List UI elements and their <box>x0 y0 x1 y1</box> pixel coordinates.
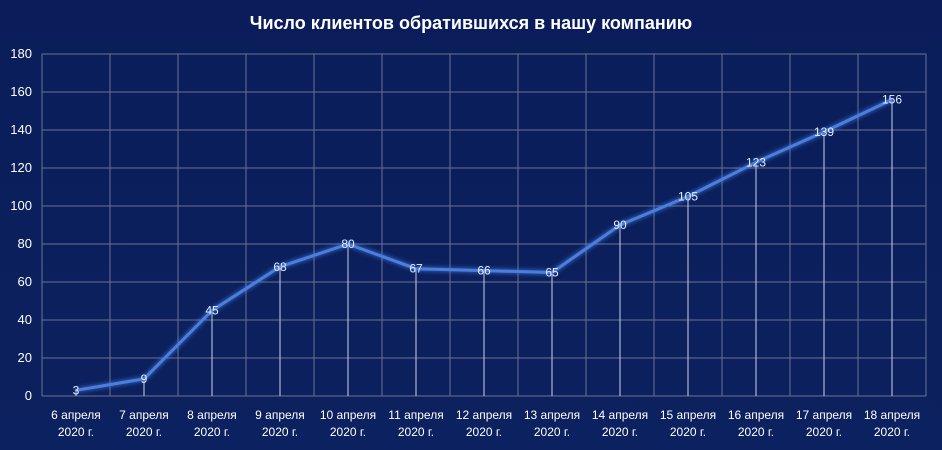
y-tick-label: 180 <box>10 46 32 61</box>
x-tick-label-line: 10 апреля <box>320 408 376 422</box>
x-tick-label-line: 2020 г. <box>58 425 94 439</box>
x-tick-label-line: 18 апреля <box>864 408 920 422</box>
x-tick-label-line: 2020 г. <box>602 425 638 439</box>
data-label: 156 <box>882 93 902 107</box>
y-tick-label: 60 <box>18 274 32 289</box>
data-label: 65 <box>545 266 559 280</box>
y-tick-label: 80 <box>18 236 32 251</box>
x-tick-label-line: 11 апреля <box>388 408 443 422</box>
x-tick-label-line: 13 апреля <box>524 408 580 422</box>
x-tick-label-line: 2020 г. <box>874 425 910 439</box>
x-tick-label: 13 апреля 2020 г. <box>524 408 580 439</box>
data-label: 9 <box>141 372 148 386</box>
x-tick-label-line: 12 апреля <box>456 408 512 422</box>
data-label: 90 <box>613 218 627 232</box>
x-tick-label: 8 апреля 2020 г. <box>187 408 237 439</box>
y-tick-label: 20 <box>18 350 32 365</box>
x-tick-label: 11 апреля 2020 г. <box>388 408 443 439</box>
x-tick-label-line: 8 апреля <box>187 408 237 422</box>
y-tick-label: 120 <box>10 160 32 175</box>
data-label: 3 <box>73 383 80 397</box>
x-tick-label: 12 апреля 2020 г. <box>456 408 512 439</box>
x-tick-label: 9 апреля 2020 г. <box>255 408 305 439</box>
x-tick-label: 10 апреля 2020 г. <box>320 408 376 439</box>
data-label: 105 <box>678 190 698 204</box>
x-tick-label: 17 апреля 2020 г. <box>796 408 852 439</box>
x-tick-label-line: 2020 г. <box>806 425 842 439</box>
x-tick-label-line: 7 апреля <box>119 408 169 422</box>
y-tick-label: 160 <box>10 84 32 99</box>
data-label: 80 <box>341 237 355 251</box>
x-tick-label-line: 2020 г. <box>534 425 570 439</box>
x-tick-label: 16 апреля 2020 г. <box>728 408 784 439</box>
y-tick-label: 0 <box>25 388 32 403</box>
x-tick-label-line: 6 апреля <box>51 408 101 422</box>
x-tick-label: 7 апреля 2020 г. <box>119 408 169 439</box>
x-tick-label: 6 апреля 2020 г. <box>51 408 101 439</box>
x-tick-label-line: 2020 г. <box>738 425 774 439</box>
series <box>75 98 893 392</box>
data-label: 139 <box>814 125 834 139</box>
x-tick-label-line: 2020 г. <box>670 425 706 439</box>
x-tick-label-line: 2020 г. <box>398 425 434 439</box>
chart-title: Число клиентов обратившихся в нашу компа… <box>249 13 693 33</box>
x-tick-label-line: 15 апреля <box>660 408 716 422</box>
data-labels: 3 9 45 68 80 67 66 65 90 105 123 139 156 <box>73 93 903 398</box>
y-tick-label: 140 <box>10 122 32 137</box>
series-line <box>75 98 893 392</box>
x-tick-label-line: 14 апреля <box>592 408 648 422</box>
data-label: 68 <box>273 260 287 274</box>
x-tick-label-line: 2020 г. <box>126 425 162 439</box>
data-label: 67 <box>409 262 423 276</box>
x-axis: 6 апреля 2020 г. 7 апреля 2020 г. 8 апреля 20… <box>51 408 920 439</box>
y-tick-label: 100 <box>10 198 32 213</box>
data-label: 45 <box>205 304 219 318</box>
data-label: 66 <box>477 264 491 278</box>
x-tick-label: 15 апреля 2020 г. <box>660 408 716 439</box>
x-tick-label: 18 апреля 2020 г. <box>864 408 920 439</box>
x-tick-label-line: 2020 г. <box>330 425 366 439</box>
x-tick-label: 14 апреля 2020 г. <box>592 408 648 439</box>
y-tick-label: 40 <box>18 312 32 327</box>
x-tick-label-line: 9 апреля <box>255 408 305 422</box>
drop-lines <box>75 99 893 396</box>
x-tick-label-line: 17 апреля <box>796 408 852 422</box>
x-tick-label-line: 2020 г. <box>194 425 230 439</box>
data-label: 123 <box>746 155 766 169</box>
x-tick-label-line: 2020 г. <box>262 425 298 439</box>
x-tick-label-line: 2020 г. <box>466 425 502 439</box>
x-tick-label-line: 16 апреля <box>728 408 784 422</box>
y-axis: 0 20 40 60 80 100 120 140 160 180 <box>10 46 32 403</box>
